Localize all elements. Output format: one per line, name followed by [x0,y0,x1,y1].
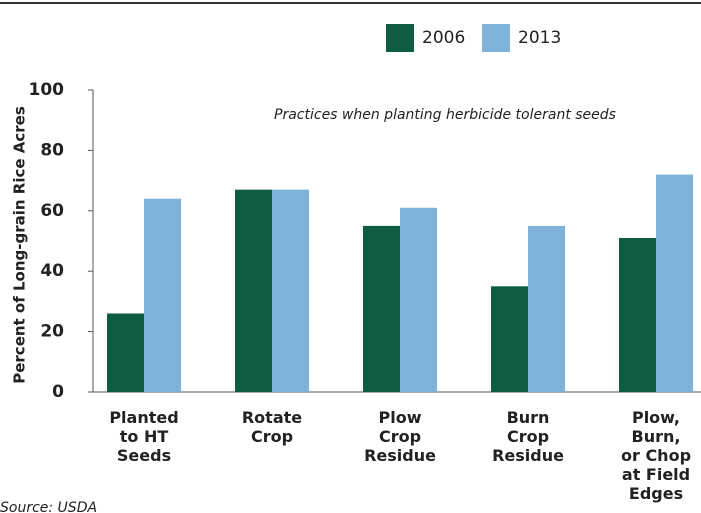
legend-swatch [482,24,510,52]
x-tick-label: Planted to HT Seeds [109,408,179,465]
x-tick-label: Rotate Crop [241,408,303,446]
legend-label: 2013 [518,28,561,48]
bar [235,189,272,392]
x-tick-label: Burn Crop Residue [492,408,564,465]
y-tick-label: 60 [40,201,64,221]
x-tick-label: Plow, Burn, or Chop at Field Edges [620,408,692,503]
bar [107,313,144,392]
annotation: Practices when planting herbicide tolera… [274,107,616,123]
bar [363,225,400,392]
bar [144,198,181,392]
bar [400,207,437,392]
y-tick-label: 80 [40,140,64,160]
y-tick-label: 40 [40,261,64,281]
y-tick-label: 100 [29,80,65,100]
y-tick-label: 20 [40,322,64,342]
legend-swatch [386,24,414,52]
bar [619,237,656,392]
y-axis-label: Percent of Long-grain Rice Acres [11,106,29,384]
legend-label: 2006 [422,28,465,48]
source: Source: USDA [0,500,97,513]
bar [528,225,565,392]
bar [656,174,693,392]
y-tick-label: 0 [52,382,64,402]
bar [491,286,528,392]
bar [272,189,309,392]
x-tick-label: Plow Crop Residue [364,408,436,465]
